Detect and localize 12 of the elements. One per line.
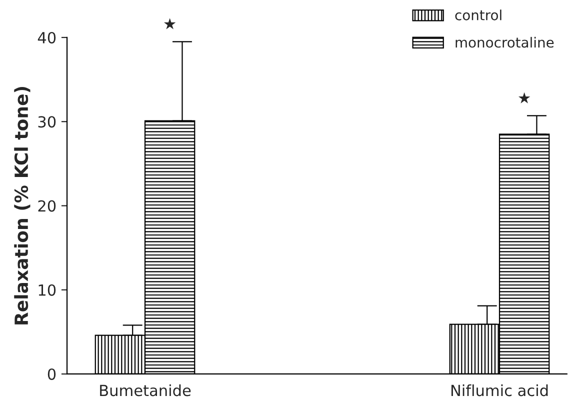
y-tick-label: 0 — [48, 368, 56, 380]
x-tick-label: Bumetanide — [100, 384, 191, 396]
y-tick-label: 10 — [38, 284, 56, 296]
text: ★ — [164, 18, 176, 30]
y-tick-label: 20 — [38, 200, 56, 212]
annotation: ★ — [518, 92, 530, 104]
x-tick-label: Niflumic acid — [451, 384, 548, 396]
y-tick-label: 40 — [38, 32, 56, 44]
y-axis-title: Relaxation (% KCl tone) — [14, 86, 30, 324]
y-tick-label: 30 — [38, 116, 56, 128]
legend-label: monocrotaline — [456, 36, 554, 48]
legend-label: control — [455, 10, 502, 20]
